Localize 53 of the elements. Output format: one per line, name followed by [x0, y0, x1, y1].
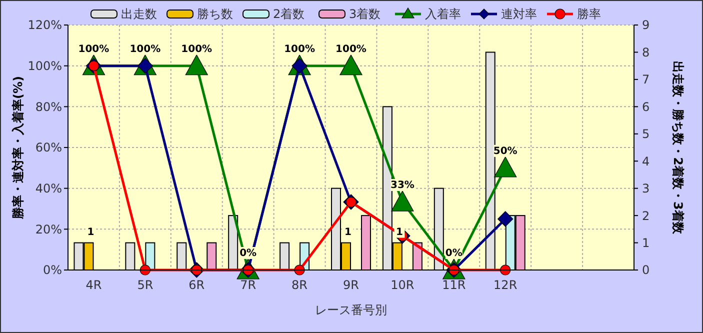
data-label: 100% [336, 44, 366, 55]
legend-label: 出走数 [121, 7, 157, 22]
y2-tick-label: 6 [642, 100, 650, 114]
x-tick-label: 9R [343, 278, 359, 292]
y2-tick-label: 0 [642, 263, 650, 278]
point [185, 54, 208, 76]
y2-tick-label: 2 [642, 208, 650, 223]
x-tick-label: 6R [188, 278, 205, 292]
y-tick-label: 100% [28, 59, 62, 74]
y2-tick-label: 4 [642, 154, 650, 168]
y-tick-label: 60% [35, 140, 62, 155]
point [340, 54, 362, 76]
y-tick-label: 20% [35, 222, 62, 236]
data-label: 0% [445, 248, 462, 259]
y2-tick-label: 5 [642, 127, 650, 142]
y-tick-label: 120% [28, 18, 62, 32]
data-label: 100% [78, 44, 110, 55]
data-label: 100% [284, 44, 315, 55]
x-tick-label: 11R [442, 278, 466, 292]
x-axis-title: レース番号別 [315, 303, 387, 317]
y2-tick-label: 1 [642, 236, 650, 250]
data-label: 1 [344, 226, 352, 238]
point [494, 156, 517, 178]
y2-tick-label: 7 [642, 72, 650, 87]
y-tick-label: 80% [35, 100, 62, 114]
y2-axis-title: 出走数・勝ち数・2着数・3着数 [671, 61, 685, 235]
legend-label: 入着率 [425, 7, 461, 22]
data-label: 33% [390, 180, 414, 192]
legend-label: 3着数 [349, 7, 381, 22]
y2-tick-label: 3 [642, 182, 650, 196]
legend-label: 勝ち数 [197, 7, 233, 22]
data-label: 1 [396, 226, 403, 238]
point [391, 190, 414, 212]
x-tick-label: 4R [86, 278, 102, 292]
data-label: 100% [130, 44, 161, 55]
y-axis-title: 勝率・連対率・入着率(%) [11, 76, 25, 220]
x-tick-label: 8R [292, 278, 308, 292]
data-label: 1 [87, 226, 94, 238]
x-tick-label: 7R [240, 278, 256, 292]
data-label: 0% [240, 248, 257, 259]
data-label: 50% [493, 146, 518, 157]
y2-tick-label: 8 [642, 45, 650, 60]
legend-label: 勝率 [577, 7, 601, 22]
data-label: 100% [181, 44, 212, 55]
y-tick-label: 0% [42, 263, 62, 278]
x-tick-label: 5R [137, 278, 154, 292]
y2-tick-label: 9 [642, 18, 650, 32]
x-tick-label: 12R [494, 278, 518, 292]
legend-label: 連対率 [501, 7, 537, 22]
point [498, 211, 514, 227]
x-tick-label: 10R [390, 278, 414, 292]
legend-label: 2着数 [273, 7, 305, 22]
y-tick-label: 40% [35, 182, 62, 196]
